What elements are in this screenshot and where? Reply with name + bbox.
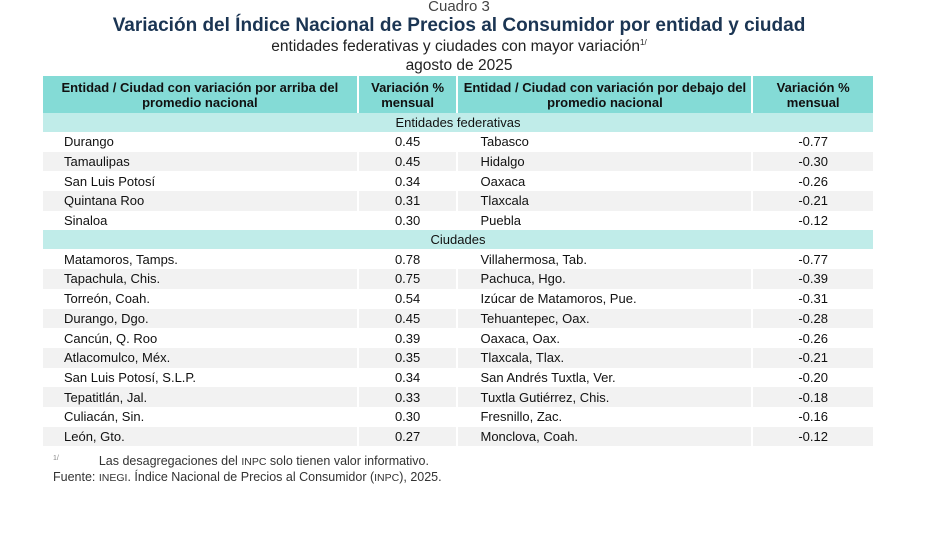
col-header: Variación % mensual	[356, 76, 458, 113]
col-header: Entidad / Ciudad con variación por debaj…	[456, 76, 753, 113]
variation-cell: -0.28	[751, 308, 873, 329]
variation-cell: 0.45	[356, 308, 458, 329]
entity-cell: Izúcar de Matamoros, Pue.	[456, 288, 753, 309]
entity-cell: Tamaulipas	[43, 151, 358, 172]
subtitle-text: entidades federativas y ciudades con may…	[271, 38, 641, 56]
table-row: Tamaulipas 0.45 Hidalgo -0.30	[43, 151, 873, 172]
variation-cell: -0.30	[751, 151, 873, 172]
entity-cell: Pachuca, Hgo.	[456, 269, 753, 289]
entity-cell: Fresnillo, Zac.	[456, 406, 753, 427]
col-header: Variación % mensual	[751, 76, 873, 113]
table-row: Matamoros, Tamps. 0.78 Villahermosa, Tab. -…	[43, 249, 873, 270]
entity-cell: Villahermosa, Tab.	[456, 249, 753, 270]
variation-cell: 0.31	[356, 191, 458, 211]
inpc-table: Entidad / Ciudad con variación por arrib…	[43, 76, 873, 447]
entity-cell: Tlaxcala, Tlax.	[456, 347, 753, 368]
table-row: Sinaloa 0.30 Puebla -0.12	[43, 210, 873, 231]
table-row: Durango 0.45 Tabasco -0.77	[43, 132, 873, 152]
variation-cell: -0.26	[751, 328, 873, 348]
variation-cell: -0.20	[751, 367, 873, 388]
table-row: Quintana Roo 0.31 Tlaxcala -0.21	[43, 191, 873, 211]
source-label: Fuente:	[53, 470, 96, 485]
variation-cell: 0.45	[356, 151, 458, 172]
source-text: INEGI. Índice Nacional de Precios al Con…	[98, 470, 442, 485]
entity-cell: Quintana Roo	[43, 191, 358, 211]
entity-cell: Tabasco	[456, 132, 753, 152]
variation-cell: 0.45	[356, 132, 458, 152]
entity-cell: Durango, Dgo.	[43, 308, 358, 329]
variation-cell: 0.78	[356, 249, 458, 270]
footnote-mark: 1/	[640, 38, 647, 47]
entity-cell: San Luis Potosí	[64, 173, 156, 189]
variation-cell: 0.35	[356, 347, 458, 368]
entity-cell: Hidalgo	[456, 151, 753, 172]
entity-cell: León, Gto.	[43, 426, 358, 447]
entity-cell: Tapachula, Chis.	[43, 269, 358, 289]
entity-cell: Oaxaca, Oax.	[456, 328, 753, 348]
variation-cell: 0.34	[356, 367, 458, 388]
table-row: San Luis Potosí, S.L.P. 0.34 San Andrés Tu…	[43, 367, 873, 388]
variation-cell: -0.12	[751, 426, 873, 447]
section-title: Entidades federativas	[43, 113, 873, 132]
footnote-text: Las desagregaciones del INPC solo tienen…	[98, 454, 429, 469]
variation-cell: 0.30	[356, 406, 458, 427]
section-row: Ciudades	[43, 230, 873, 250]
source: Fuente: INEGI. Índice Nacional de Precio…	[53, 470, 442, 486]
entity-cell: San Andrés Tuxtla, Ver.	[456, 367, 753, 388]
section-row: Entidades federativas	[43, 113, 873, 132]
table-label: Cuadro 3	[428, 0, 490, 15]
subtitle: entidades federativas y ciudades con may…	[0, 38, 918, 56]
entity-cell: Culiacán, Sin.	[64, 409, 145, 425]
footnotes: 1/Las desagregaciones del INPC solo tien…	[53, 451, 442, 486]
footnote: 1/Las desagregaciones del INPC solo tien…	[53, 451, 442, 470]
variation-cell: 0.30	[356, 210, 458, 231]
variation-cell: 0.33	[356, 387, 458, 407]
page-title: Variación del Índice Nacional de Precios…	[112, 15, 806, 36]
date: agosto de 2025	[405, 57, 513, 74]
entity-cell: San Luis Potosí, S.L.P.	[64, 369, 197, 385]
entity-cell: Tuxtla Gutiérrez, Chis.	[456, 387, 753, 407]
entity-cell: Tepatitlán, Jal.	[43, 387, 358, 407]
entity-cell: Atlacomulco, Méx.	[43, 347, 358, 368]
variation-cell: 0.75	[356, 269, 458, 289]
table-row: Culiacán, Sin. 0.30 Fresnillo, Zac. -0.16	[43, 406, 873, 427]
variation-cell: -0.77	[751, 249, 873, 270]
footnote-mark: 1/	[53, 455, 59, 462]
entity-cell: Cancún, Q. Roo	[64, 330, 158, 346]
table-row: León, Gto. 0.27 Monclova, Coah. -0.12	[43, 426, 873, 447]
entity-cell: Tehuantepec, Oax.	[456, 308, 753, 329]
entity-cell: Matamoros, Tamps.	[64, 251, 178, 267]
entity-cell: Monclova, Coah.	[456, 426, 753, 447]
table-row: Cancún, Q. Roo 0.39 Oaxaca, Oax. -0.26	[43, 328, 873, 348]
variation-cell: -0.18	[751, 387, 873, 407]
table-row: San Luis Potosí 0.34 Oaxaca -0.26	[43, 171, 873, 192]
variation-cell: -0.26	[751, 171, 873, 192]
entity-cell: Tlaxcala	[456, 191, 753, 211]
variation-cell: -0.39	[751, 269, 873, 289]
col-header: Entidad / Ciudad con variación por arrib…	[43, 76, 358, 113]
variation-cell: -0.12	[751, 210, 873, 231]
entity-cell: Oaxaca	[456, 171, 753, 192]
variation-cell: 0.54	[356, 288, 458, 309]
variation-cell: -0.77	[751, 132, 873, 152]
variation-cell: -0.16	[751, 406, 873, 427]
header-row: Entidad / Ciudad con variación por arrib…	[43, 76, 873, 113]
entity-cell: Sinaloa	[64, 213, 108, 229]
section-title: Ciudades	[43, 230, 873, 250]
table-row: Torreón, Coah. 0.54 Izúcar de Matamoros, P…	[43, 288, 873, 309]
variation-cell: 0.39	[356, 328, 458, 348]
table-row: Atlacomulco, Méx. 0.35 Tlaxcala, Tlax. -0.2…	[43, 347, 873, 368]
table-row: Durango, Dgo. 0.45 Tehuantepec, Oax. -0.28	[43, 308, 873, 329]
variation-cell: -0.21	[751, 191, 873, 211]
entity-cell: Torreón, Coah.	[64, 291, 150, 307]
variation-cell: 0.27	[356, 426, 458, 447]
entity-cell: Puebla	[456, 210, 753, 231]
variation-cell: -0.31	[751, 288, 873, 309]
table-row: Tapachula, Chis. 0.75 Pachuca, Hgo. -0.39	[43, 269, 873, 289]
entity-cell: Durango	[64, 134, 114, 150]
variation-cell: 0.34	[356, 171, 458, 192]
table-row: Tepatitlán, Jal. 0.33 Tuxtla Gutiérrez, Ch…	[43, 387, 873, 407]
variation-cell: -0.21	[751, 347, 873, 368]
